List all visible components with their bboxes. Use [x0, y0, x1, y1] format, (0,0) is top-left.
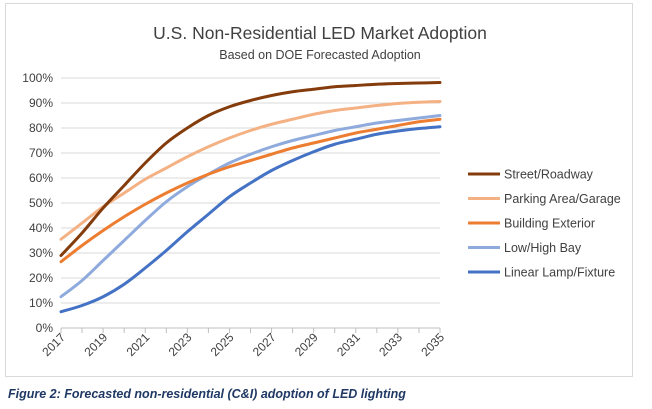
- x-tick-label: 2029: [292, 330, 321, 359]
- x-tick-label: 2031: [334, 330, 363, 359]
- series-lines: [59, 81, 442, 314]
- chart-subtitle: Based on DOE Forecasted Adoption: [219, 48, 421, 62]
- x-tick-label: 2023: [166, 330, 195, 359]
- y-tick-label: 50%: [29, 196, 53, 210]
- legend-label: Building Exterior: [504, 217, 595, 231]
- x-tick-label: 2025: [208, 330, 237, 359]
- chart-svg: U.S. Non-Residential LED Market Adoption…: [22, 23, 621, 359]
- series-line-parking-area-garage: [59, 100, 442, 241]
- series-line-building-exterior: [59, 117, 442, 264]
- grid-lines: [61, 77, 440, 329]
- y-tick-label: 40%: [29, 221, 53, 235]
- y-tick-label: 80%: [29, 121, 53, 135]
- legend-label: Street/Roadway: [504, 168, 594, 182]
- x-tick-label: 2021: [124, 330, 153, 359]
- x-tick-label: 2027: [250, 330, 279, 359]
- x-tick-label: 2019: [81, 330, 110, 359]
- series-line-low-high-bay: [59, 114, 442, 299]
- y-tick-label: 0%: [36, 321, 54, 335]
- series-line-street-roadway: [59, 81, 442, 257]
- y-tick-label: 70%: [29, 146, 53, 160]
- y-tick-label: 60%: [29, 171, 53, 185]
- legend-label: Linear Lamp/Fixture: [504, 266, 615, 280]
- legend-label: Parking Area/Garage: [504, 192, 621, 206]
- axes: 0%10%20%30%40%50%60%70%80%90%100%2017 201…: [22, 71, 447, 359]
- figure-caption: Figure 2: Forecasted non-residential (C&…: [8, 387, 406, 401]
- series-line-linear-lamp-fixture: [59, 125, 442, 314]
- chart-frame: U.S. Non-Residential LED Market Adoption…: [5, 3, 633, 377]
- x-tick-label: 2033: [376, 330, 405, 359]
- legend-label: Low/High Bay: [504, 241, 582, 255]
- y-tick-label: 100%: [22, 71, 53, 85]
- legend: Street/Roadway Parking Area/Garage Buildin…: [468, 168, 621, 280]
- x-tick-label: 2035: [418, 330, 447, 359]
- y-tick-label: 30%: [29, 246, 53, 260]
- y-tick-label: 90%: [29, 96, 53, 110]
- y-tick-label: 20%: [29, 271, 53, 285]
- chart-title: U.S. Non-Residential LED Market Adoption: [153, 23, 487, 43]
- y-tick-label: 10%: [29, 296, 53, 310]
